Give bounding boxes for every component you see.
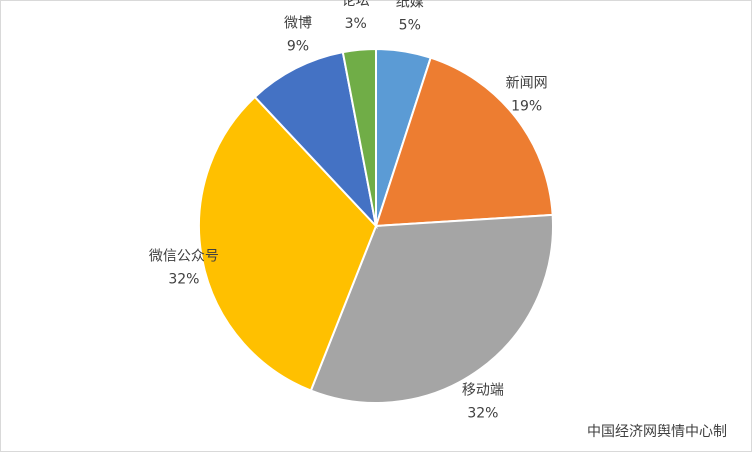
slice-value-label: 9% [287,39,309,55]
slice-label: 纸媒 [396,0,424,11]
slice-value-label: 19% [511,99,542,115]
slice-label: 新闻网 [506,76,548,92]
slice-value-label: 5% [399,18,421,34]
source-note: 中国经济网舆情中心制 [587,424,727,440]
slice-value-label: 32% [467,406,498,422]
pie-slice [309,213,554,404]
slice-label: 微信公众号 [149,248,219,264]
slice-value-label: 3% [345,16,367,32]
pie-slice [198,95,378,392]
slice-label: 论坛 [342,0,370,9]
slice-label: 移动端 [462,383,504,399]
pie-slice [253,50,378,230]
slice-label: 微博 [284,15,312,32]
slice-value-label: 32% [168,271,199,287]
pie-slice [341,47,377,227]
pie-slice [374,56,554,228]
